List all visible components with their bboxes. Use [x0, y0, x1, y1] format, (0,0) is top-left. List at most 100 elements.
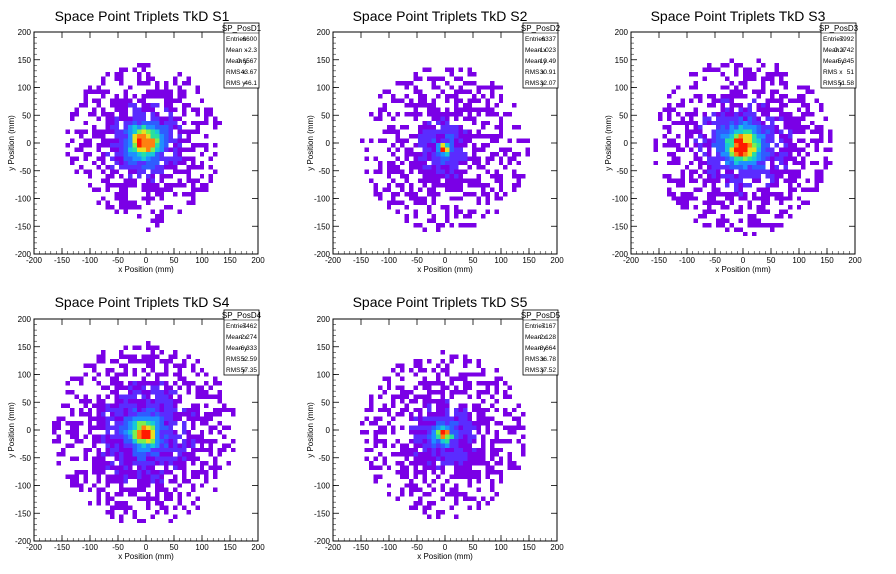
histogram-bin — [467, 394, 472, 399]
histogram-bin — [445, 372, 450, 377]
histogram-bin — [159, 394, 164, 399]
histogram-bin — [778, 138, 784, 143]
histogram-bin — [105, 465, 111, 470]
histogram-bin — [172, 143, 178, 148]
histogram-bin — [409, 505, 414, 510]
histogram-bins — [359, 350, 526, 519]
histogram-bin — [199, 416, 205, 422]
histogram-bin — [743, 165, 748, 170]
histogram-bin — [671, 143, 676, 148]
histogram-bin — [404, 151, 410, 157]
histogram-bin — [395, 438, 401, 444]
histogram-bin — [123, 182, 129, 188]
histogram-bin — [458, 416, 463, 422]
histogram-bin — [123, 196, 129, 201]
histogram-bin — [489, 107, 495, 112]
histogram-bin — [163, 438, 169, 444]
histogram-bin — [418, 156, 423, 161]
histogram-bin — [114, 407, 120, 413]
histogram-bin — [96, 394, 102, 399]
histogram-bin — [436, 403, 441, 408]
histogram-bin — [756, 125, 761, 130]
y-tick-label: -150 — [314, 509, 331, 518]
histogram-bin — [172, 156, 178, 161]
histogram-bin — [168, 412, 173, 417]
histogram-bin — [217, 398, 223, 404]
histogram-bin — [449, 178, 454, 183]
histogram-bin — [154, 381, 160, 386]
histogram-bin — [105, 447, 111, 453]
histogram-bin — [154, 438, 160, 444]
histogram-bin — [181, 94, 187, 99]
histogram-bin — [819, 174, 824, 179]
histogram-bin — [150, 103, 155, 108]
histogram-bin — [778, 111, 784, 117]
histogram-bin — [689, 191, 694, 197]
histogram-bin — [485, 111, 490, 117]
histogram-bin — [751, 98, 757, 104]
histogram-bin — [476, 98, 481, 104]
histogram-bin — [418, 138, 423, 143]
histogram-bin — [525, 151, 531, 157]
histogram-bin — [462, 385, 468, 391]
histogram-bin — [123, 191, 129, 197]
histogram-bin — [391, 160, 396, 166]
histogram-bin — [172, 421, 178, 426]
histogram-bin — [445, 147, 450, 152]
histogram-bin — [756, 222, 761, 228]
histogram-bin — [711, 103, 717, 108]
histogram-bin — [146, 107, 151, 112]
histogram-bin — [204, 438, 209, 444]
histogram-bin — [707, 160, 712, 166]
x-tick-label: 200 — [550, 256, 564, 265]
histogram-bin — [458, 129, 463, 135]
histogram-bin — [146, 492, 151, 497]
histogram-bin — [458, 143, 463, 148]
histogram-bin — [110, 205, 115, 210]
histogram-bin — [69, 430, 75, 435]
histogram-bin — [146, 372, 151, 377]
histogram-bin — [431, 85, 437, 90]
histogram-bin — [105, 151, 111, 157]
histogram-bin — [480, 438, 486, 444]
histogram-bin — [190, 129, 196, 135]
histogram-bin — [74, 474, 79, 479]
histogram-bin — [413, 452, 419, 457]
y-tick-label: -200 — [314, 250, 331, 259]
histogram-bin — [195, 456, 200, 462]
histogram-bin — [404, 443, 410, 448]
histogram-bin — [485, 501, 490, 506]
histogram-bin — [190, 461, 196, 466]
histogram-bin — [92, 111, 97, 117]
histogram-bin — [494, 169, 499, 175]
histogram-bin — [743, 85, 748, 90]
histogram-bin — [485, 196, 490, 201]
histogram-bin — [128, 116, 133, 121]
histogram-bin — [666, 111, 672, 117]
histogram-bin — [512, 156, 517, 161]
histogram-bin — [119, 187, 124, 192]
histogram-bin — [181, 461, 187, 466]
histogram-bin — [56, 434, 61, 439]
histogram-bin — [449, 394, 454, 399]
histogram-bin — [734, 116, 739, 121]
histogram-bin — [119, 518, 124, 524]
histogram-bin — [747, 156, 752, 161]
histogram-bin — [96, 354, 102, 359]
histogram-bin — [422, 385, 428, 391]
y-tick-label: -150 — [15, 222, 32, 231]
histogram-bin — [195, 505, 200, 510]
histogram-bin — [774, 125, 779, 130]
histogram-bin — [440, 129, 445, 135]
histogram-bin — [747, 125, 752, 130]
histogram-panel-5: -200 -150 -100 -50 0 50 100 150 200-200-150-100-… — [306, 294, 564, 561]
histogram-bin — [449, 196, 454, 201]
histogram-bin — [123, 398, 129, 404]
histogram-bin — [418, 461, 423, 466]
histogram-bin — [132, 354, 138, 359]
histogram-bin — [507, 425, 513, 430]
histogram-bin — [436, 425, 441, 430]
histogram-bin — [395, 80, 401, 86]
histogram-bin — [498, 438, 504, 444]
histogram-bin — [734, 147, 739, 152]
